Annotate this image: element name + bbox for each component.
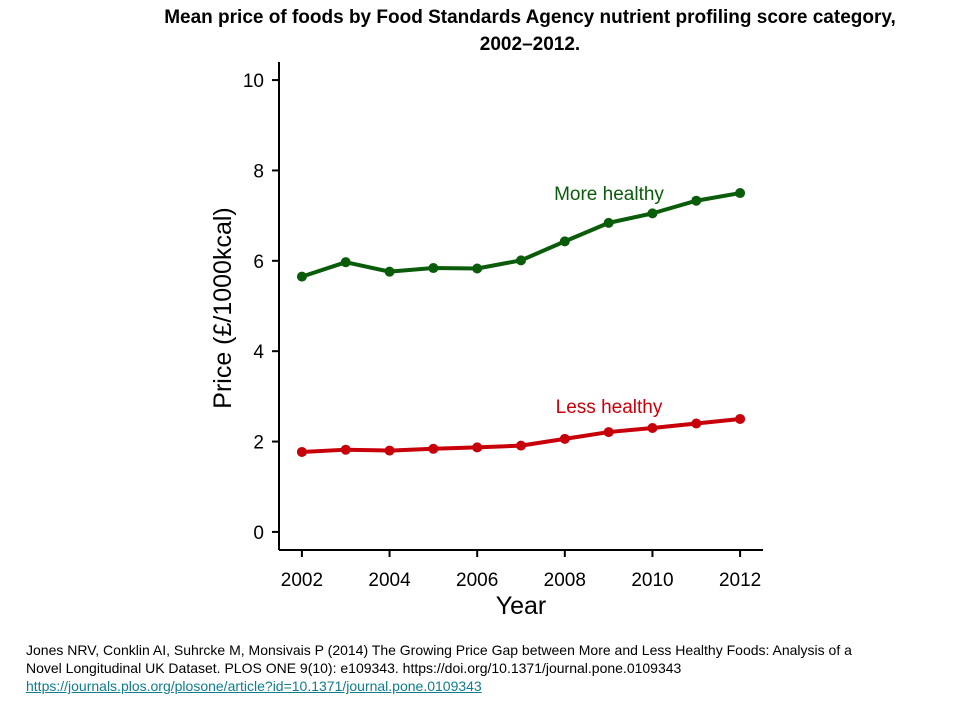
x-axis-title: Year: [496, 592, 547, 620]
data-point: [384, 266, 395, 277]
chart-title: Mean price of foods by Food Standards Ag…: [90, 4, 961, 58]
data-point: [735, 413, 746, 424]
chart-title-line-1: Mean price of foods by Food Standards Ag…: [164, 7, 896, 28]
series-more-healthy: More healthy: [296, 184, 746, 282]
citation-line-2: Novel Longitudinal UK Dataset. PLOS ONE …: [26, 660, 682, 676]
series-label: Less healthy: [556, 397, 663, 418]
data-point: [340, 257, 351, 268]
series-label: More healthy: [554, 184, 664, 205]
y-tick-label: 6: [253, 252, 264, 273]
data-point: [428, 443, 439, 454]
citation: Jones NRV, Conklin AI, Suhrcke M, Monsiv…: [26, 641, 956, 695]
y-tick-label: 8: [253, 161, 264, 182]
data-point: [559, 433, 570, 444]
data-point: [516, 255, 526, 266]
x-tick-label: 2012: [719, 570, 761, 591]
x-tick-label: 2004: [368, 570, 411, 591]
x-tick-label: 2008: [544, 570, 586, 591]
data-point: [559, 236, 570, 247]
data-point: [647, 423, 658, 433]
data-point: [691, 418, 702, 429]
data-point: [428, 263, 439, 274]
data-point: [647, 208, 658, 219]
data-point: [691, 195, 702, 206]
x-tick-label: 2002: [281, 570, 323, 591]
data-point: [296, 271, 307, 282]
data-point: [296, 446, 307, 457]
data-point: [340, 444, 351, 455]
data-point: [603, 427, 614, 438]
y-tick-label: 0: [253, 523, 264, 544]
citation-link[interactable]: https://journals.plos.org/plosone/articl…: [26, 678, 482, 694]
x-tick-label: 2010: [631, 570, 673, 591]
data-point: [472, 263, 483, 274]
series-less-healthy: Less healthy: [296, 397, 746, 457]
data-point: [735, 188, 746, 199]
y-tick-label: 4: [253, 342, 264, 363]
data-point: [384, 445, 395, 456]
y-axis-title: Price (£/1000kcal): [209, 207, 237, 408]
chart-title-line-2: 2002–2012.: [479, 34, 581, 55]
x-tick-label: 2006: [456, 570, 498, 591]
y-tick-label: 10: [243, 71, 264, 92]
data-point: [516, 440, 526, 451]
y-tick-label: 2: [253, 433, 264, 454]
series-group: More healthy Less healthy: [296, 184, 746, 457]
axes: 0 2 4 6 8 10 2002 2004 2006 2008 2010 2012 Year Price…: [209, 62, 763, 620]
data-point: [603, 217, 614, 228]
data-point: [472, 442, 483, 453]
citation-line-1: Jones NRV, Conklin AI, Suhrcke M, Monsiv…: [26, 642, 852, 658]
